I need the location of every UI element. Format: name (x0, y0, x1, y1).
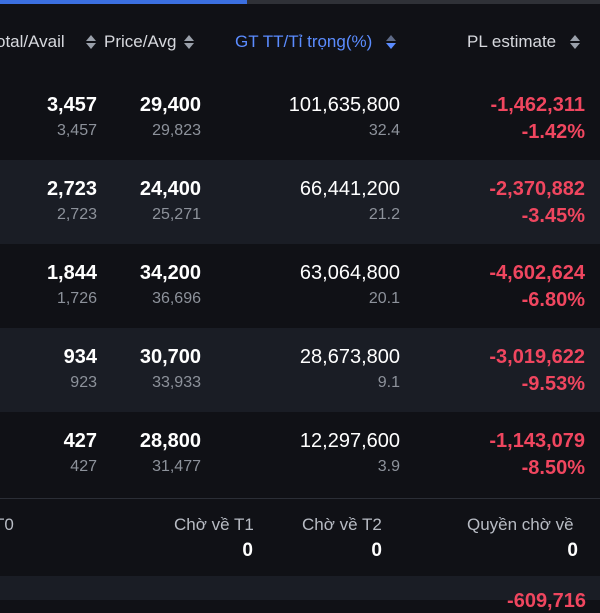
pl-amount: -1,143,079 (489, 430, 585, 452)
available-quantity: 1,726 (56, 290, 97, 307)
pl-amount: -4,602,624 (489, 262, 585, 284)
pl-amount: -3,019,622 (489, 346, 585, 368)
pl-percent: -9.53% (521, 373, 585, 395)
header-value-weight[interactable]: GT TT/Tỉ trọng(%) (235, 32, 397, 52)
rights-label: Quyền chờ về (467, 515, 574, 534)
available-quantity: 427 (70, 458, 97, 475)
pl-percent: -8.50% (521, 457, 585, 479)
table-row[interactable]: 3,457 3,457 29,400 29,823 101,635,800 32… (0, 76, 600, 160)
pl-percent: -6.80% (521, 289, 585, 311)
market-value: 12,297,600 (299, 430, 400, 452)
table-header: otal/Avail Price/Avg GT TT/Tỉ trọng(%) P… (0, 4, 600, 76)
market-price: 28,800 (139, 430, 201, 452)
pending-summary: T0 Chờ về T1 0 Chờ về T2 0 Quyền chờ về … (0, 498, 600, 577)
market-value: 101,635,800 (288, 94, 400, 116)
sort-icon[interactable] (184, 34, 195, 50)
available-quantity: 3,457 (56, 122, 97, 139)
top-progress-accent (0, 0, 247, 4)
portfolio-weight: 9.1 (377, 374, 400, 391)
total-quantity: 934 (63, 346, 97, 368)
pl-amount: -2,370,882 (489, 178, 585, 200)
market-price: 24,400 (139, 178, 201, 200)
portfolio-weight: 32.4 (368, 122, 400, 139)
sort-icon[interactable] (386, 34, 397, 50)
header-price-avg-label: Price/Avg (104, 32, 177, 51)
average-price: 31,477 (152, 458, 201, 475)
pl-percent: -1.42% (521, 121, 585, 143)
header-value-weight-label: GT TT/Tỉ trọng(%) (235, 32, 373, 51)
t1-label: Chờ về T1 (174, 515, 254, 534)
table-row[interactable]: 934 923 30,700 33,933 28,673,800 9.1 -3,… (0, 328, 600, 412)
market-price: 29,400 (139, 94, 201, 116)
average-price: 29,823 (152, 122, 201, 139)
table-row[interactable]: 2,723 2,723 24,400 25,271 66,441,200 21.… (0, 160, 600, 244)
available-quantity: 923 (70, 374, 97, 391)
t2-label: Chờ về T2 (302, 515, 382, 534)
t1-value: 0 (242, 540, 253, 561)
top-progress-line (0, 0, 600, 4)
table-row[interactable]: 427 427 28,800 31,477 12,297,600 3.9 -1,… (0, 412, 600, 496)
table-row[interactable]: 1,844 1,726 34,200 36,696 63,064,800 20.… (0, 244, 600, 328)
available-quantity: 2,723 (56, 206, 97, 223)
portfolio-weight: 20.1 (368, 290, 400, 307)
header-pl-estimate[interactable]: PL estimate (467, 32, 581, 52)
pl-percent: -3.45% (521, 205, 585, 227)
sort-icon[interactable] (570, 34, 581, 50)
portfolio-weight: 21.2 (368, 206, 400, 223)
total-pl-amount: -609,716 (507, 590, 586, 612)
total-row: -609,716 (0, 576, 600, 612)
average-price: 25,271 (152, 206, 201, 223)
pl-amount: -1,462,311 (490, 94, 585, 116)
t0-label: T0 (0, 515, 14, 534)
market-value: 28,673,800 (299, 346, 400, 368)
market-value: 63,064,800 (299, 262, 400, 284)
sort-icon[interactable] (86, 34, 96, 50)
header-total-avail-label: otal/Avail (0, 32, 65, 51)
total-quantity: 3,457 (46, 94, 97, 116)
average-price: 36,696 (152, 290, 201, 307)
market-price: 34,200 (139, 262, 201, 284)
market-price: 30,700 (139, 346, 201, 368)
portfolio-weight: 3.9 (377, 458, 400, 475)
total-quantity: 427 (63, 430, 97, 452)
total-quantity: 2,723 (46, 178, 97, 200)
total-quantity: 1,844 (46, 262, 97, 284)
t2-value: 0 (371, 540, 382, 561)
header-pl-estimate-label: PL estimate (467, 32, 557, 51)
market-value: 66,441,200 (299, 178, 400, 200)
header-price-avg[interactable]: Price/Avg (86, 32, 195, 52)
average-price: 33,933 (152, 374, 201, 391)
header-total-avail[interactable]: otal/Avail (0, 32, 65, 52)
rights-value: 0 (567, 540, 578, 561)
